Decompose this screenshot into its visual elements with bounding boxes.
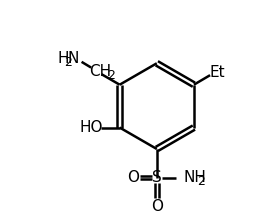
Text: CH: CH <box>90 64 112 79</box>
Text: 2: 2 <box>107 69 115 82</box>
Text: O: O <box>127 170 139 185</box>
Text: HO: HO <box>79 120 103 135</box>
Text: O: O <box>151 199 163 214</box>
Text: 2: 2 <box>197 175 205 188</box>
Text: 2: 2 <box>64 56 72 69</box>
Text: N: N <box>67 52 79 66</box>
Text: S: S <box>152 170 162 185</box>
Text: NH: NH <box>183 170 206 185</box>
Text: H: H <box>58 52 69 66</box>
Text: Et: Et <box>210 65 226 80</box>
